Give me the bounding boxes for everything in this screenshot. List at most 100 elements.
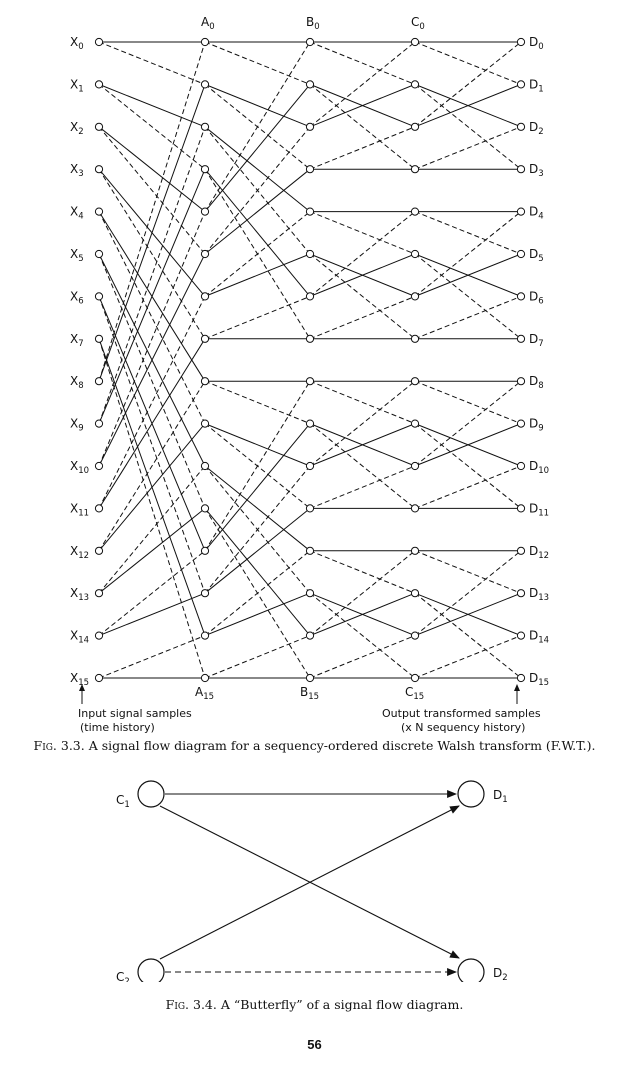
output-annotation: Output transformed samples [382,684,541,720]
label-b0: B0 [306,15,320,32]
flow-edge-dashed [98,253,206,509]
flow-node [200,419,210,428]
flow-node [200,292,210,301]
flow-edge-dashed [204,635,311,679]
flow-edge-solid [98,423,206,552]
figure-3-3-caption: Fig. 3.3. A signal flow diagram for a se… [0,738,629,753]
flow-node [200,334,210,343]
label-c0: C0 [411,15,425,32]
flow-edge-dashed [98,41,206,85]
flow-node [305,165,315,174]
flow-edge-dashed [98,168,206,340]
output-label-d7: D7 [529,332,544,349]
flow-nodes [94,37,526,683]
flow-edge-dashed [98,380,206,552]
flow-edge-solid [98,592,206,637]
flow-node [305,461,315,471]
input-label-x5: X5 [70,247,84,264]
output-label-d8: D8 [529,374,544,391]
flow-edge-solid [414,592,522,637]
flow-node [516,122,526,131]
flow-node [410,249,420,259]
flow-edge-solid [204,168,311,297]
flow-edge-solid [309,423,416,467]
flow-edge-dashed [309,592,416,679]
flow-node [200,122,210,131]
flow-node [410,504,420,513]
flow-edge-solid [414,423,522,467]
output-label-d5: D5 [529,247,544,264]
flow-edge-solid [204,83,311,128]
flow-node [200,80,210,89]
flow-edge-solid [204,84,311,212]
flow-node [94,419,104,428]
label-c15: C15 [405,685,424,702]
flow-edge-dashed [98,126,206,424]
flow-node [516,249,526,259]
flow-edge-dashed [309,380,416,467]
flow-node [94,80,104,89]
output-label-d12: D12 [529,544,549,561]
input-label-x2: X2 [70,120,84,137]
flow-node [94,165,104,174]
flow-node [305,249,315,259]
flow-node [94,546,104,555]
flow-edge-dashed [309,295,416,340]
flow-edge-dashed [98,635,206,679]
output-label-d3: D3 [529,162,544,179]
label-a0: A0 [201,15,215,32]
flow-edge-dashed [414,423,522,509]
butterfly-label-c2: C2 [116,970,130,982]
flow-edge-solid [204,508,311,636]
input-label-x3: X3 [70,162,84,179]
flow-node [516,207,526,216]
flow-edge-dashed [309,465,416,509]
figure-3-4-caption-prefix: Fig. 3.4. [165,997,217,1012]
flow-edge-dashed [98,41,206,382]
output-label-d14: D14 [529,629,549,646]
flow-edge-dashed [309,380,416,425]
flow-edge-dashed [414,211,522,297]
flow-node [200,631,210,640]
output-label-d10: D10 [529,459,549,476]
butterfly-node-d2 [457,958,485,982]
flow-node [305,589,315,598]
page-number: 56 [307,1037,322,1052]
flow-node [410,419,420,428]
flow-edge-dashed [309,253,416,340]
input-label-x15: X15 [70,671,89,688]
input-arrowhead-icon [79,684,85,691]
butterfly-label-d1: D1 [493,788,508,805]
flow-node [410,546,420,555]
input-label-x13: X13 [70,586,89,603]
flow-node [200,589,210,598]
walsh-transform-signal-flow-diagram: X0 X1 X2 X3 X4 X5 X6 X7 X8 X9 X10 X11 X12 X13 X14 X15 D0… [70,15,549,734]
flow-edge-solid [204,168,311,255]
flow-edge-dashed [414,550,522,594]
flow-edge-dashed [309,211,416,297]
input-note-line1: Input signal samples [78,707,192,720]
output-label-d4: D4 [529,205,544,222]
flow-node [305,37,315,47]
flow-edge-dashed [414,295,522,340]
flow-node [516,631,526,640]
flow-node [410,461,420,471]
flow-node [305,631,315,640]
input-label-x4: X4 [70,205,84,222]
flow-edge-solid [98,83,206,128]
flow-edge-dashed [204,41,311,85]
flow-node [516,589,526,598]
butterfly-label-c1: C1 [116,793,130,810]
input-label-x6: X6 [70,289,84,306]
input-note-line2: (time history) [80,721,155,734]
butterfly-label-d2: D2 [493,966,508,982]
flow-edge-dashed [98,338,206,679]
flow-node [516,504,526,513]
flow-node [410,165,420,174]
flow-node [516,334,526,343]
flow-node [94,122,104,131]
flow-edge-solid [204,508,311,594]
input-label-x8: X8 [70,374,84,391]
flow-node [516,419,526,428]
figure-3-4-caption-text: A “Butterfly” of a signal flow diagram. [220,997,464,1012]
